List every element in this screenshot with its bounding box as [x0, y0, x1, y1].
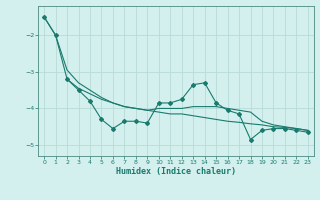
X-axis label: Humidex (Indice chaleur): Humidex (Indice chaleur) [116, 167, 236, 176]
